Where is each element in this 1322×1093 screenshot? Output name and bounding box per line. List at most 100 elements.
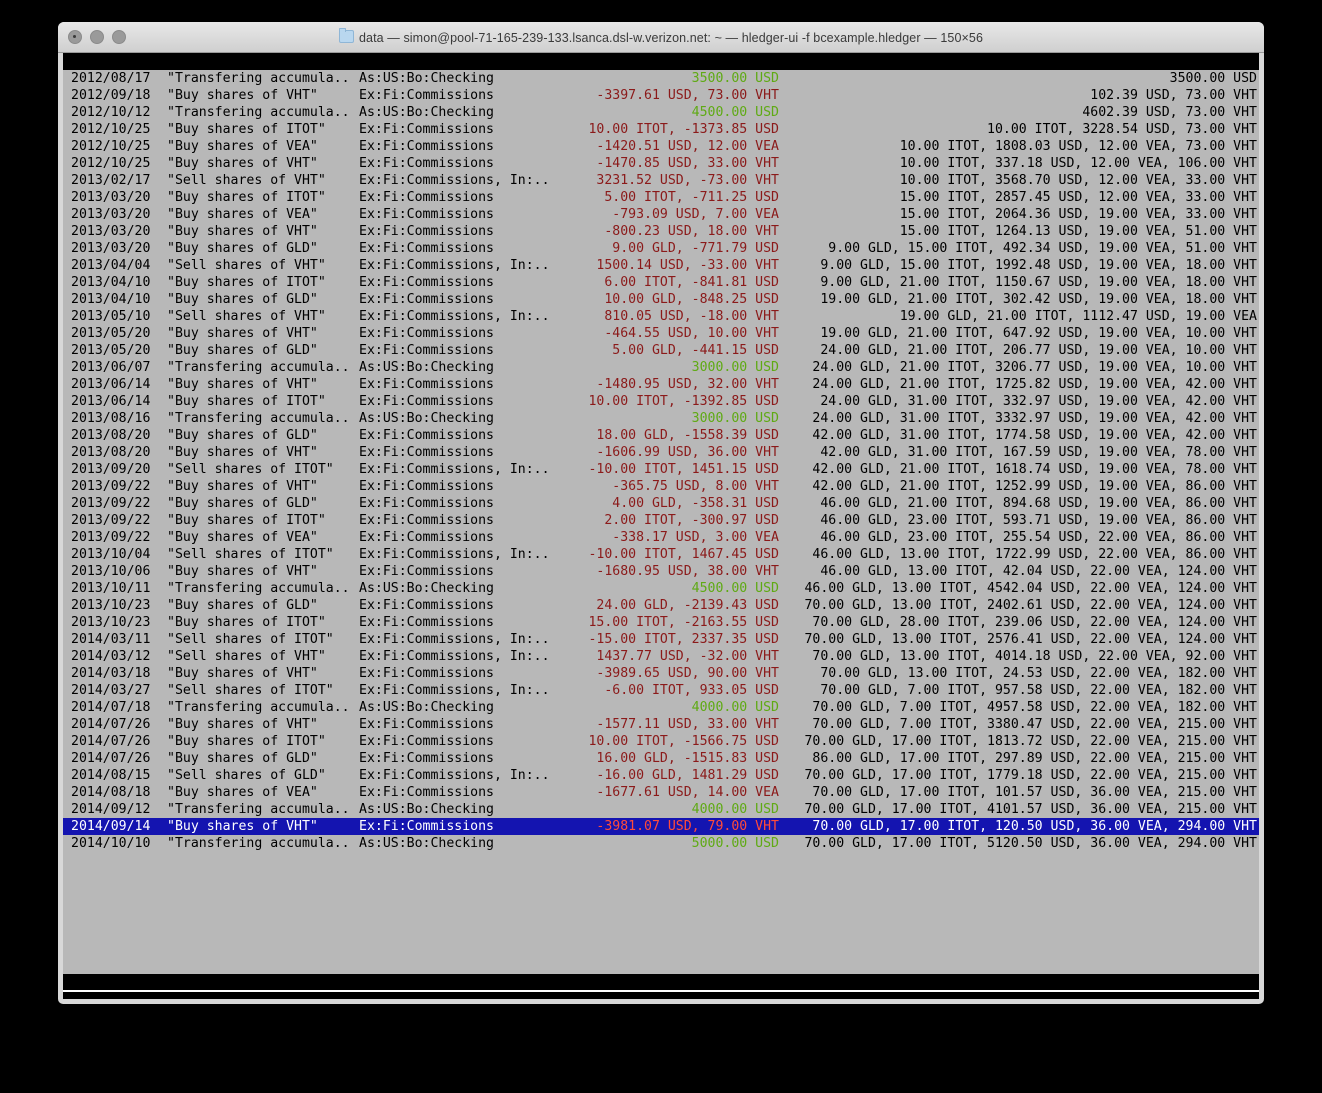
desc: "Buy shares of ITOT"	[167, 275, 326, 290]
window-titlebar[interactable]: data — simon@pool-71-165-239-133.lsanca.…	[58, 22, 1264, 53]
transaction-row[interactable]: 2014/03/18 "Buy shares of VHT" Ex:Fi:Commi…	[63, 665, 1259, 682]
transaction-row[interactable]: 2014/09/12 "Transfering accumula.. As:US:B…	[63, 801, 1259, 818]
date: 2013/10/04	[71, 547, 151, 562]
transaction-row[interactable]: 2013/04/10 "Buy shares of ITOT" Ex:Fi:Comm…	[63, 274, 1259, 291]
bal: 24.00 GLD, 21.00 ITOT, 206.77 USD, 19.00…	[820, 343, 1257, 358]
transaction-row[interactable]: 2013/10/06 "Buy shares of VHT" Ex:Fi:Commi…	[63, 563, 1259, 580]
transaction-row[interactable]: 2013/10/23 "Buy shares of GLD" Ex:Fi:Commi…	[63, 597, 1259, 614]
transaction-row[interactable]: 2013/05/20 "Buy shares of GLD" Ex:Fi:Commi…	[63, 342, 1259, 359]
acct: Ex:Fi:Commissions	[359, 819, 494, 834]
transaction-row[interactable]: 2014/03/27 "Sell shares of ITOT" Ex:Fi:Com…	[63, 682, 1259, 699]
amt: -6.00 ITOT, 933.05 USD	[604, 683, 779, 698]
transaction-row[interactable]: 2013/08/16 "Transfering accumula.. As:US:B…	[63, 410, 1259, 427]
date: 2012/09/18	[71, 88, 151, 103]
transaction-row[interactable]: 2013/02/17 "Sell shares of VHT" Ex:Fi:Comm…	[63, 172, 1259, 189]
transaction-row[interactable]: 2013/09/22 "Buy shares of VEA" Ex:Fi:Commi…	[63, 529, 1259, 546]
desc: "Buy shares of VEA"	[167, 530, 318, 545]
transaction-row[interactable]: 2013/08/20 "Buy shares of VHT" Ex:Fi:Commi…	[63, 444, 1259, 461]
amt: -10.00 ITOT, 1467.45 USD	[588, 547, 779, 562]
transaction-row[interactable]: 2014/03/11 "Sell shares of ITOT" Ex:Fi:Com…	[63, 631, 1259, 648]
amt: 9.00 GLD, -771.79 USD	[612, 241, 779, 256]
zoom-button[interactable]	[112, 30, 126, 44]
acct: As:US:Bo:Checking	[359, 700, 494, 715]
bal: 42.00 GLD, 21.00 ITOT, 1618.74 USD, 19.0…	[812, 462, 1257, 477]
desc: "Buy shares of GLD"	[167, 241, 318, 256]
amt: 5.00 GLD, -441.15 USD	[612, 343, 779, 358]
transaction-row[interactable]: 2013/10/23 "Buy shares of ITOT" Ex:Fi:Comm…	[63, 614, 1259, 631]
transaction-row[interactable]: 2013/05/10 "Sell shares of VHT" Ex:Fi:Comm…	[63, 308, 1259, 325]
bal: 70.00 GLD, 7.00 ITOT, 957.58 USD, 22.00 …	[820, 683, 1257, 698]
bal: 42.00 GLD, 31.00 ITOT, 1774.58 USD, 19.0…	[812, 428, 1257, 443]
desc: "Buy shares of GLD"	[167, 751, 318, 766]
bal: 70.00 GLD, 17.00 ITOT, 5120.50 USD, 36.0…	[804, 836, 1257, 851]
amt: 3000.00 USD	[691, 411, 779, 426]
close-button[interactable]	[68, 30, 82, 44]
bal: 9.00 GLD, 21.00 ITOT, 1150.67 USD, 19.00…	[820, 275, 1257, 290]
transaction-row[interactable]: 2014/08/15 "Sell shares of GLD" Ex:Fi:Comm…	[63, 767, 1259, 784]
transaction-row[interactable]: 2014/07/26 "Buy shares of ITOT" Ex:Fi:Comm…	[63, 733, 1259, 750]
desc: "Sell shares of ITOT"	[167, 547, 334, 562]
acct: Ex:Fi:Commissions	[359, 751, 494, 766]
transaction-row[interactable]: 2012/10/25 "Buy shares of ITOT" Ex:Fi:Comm…	[63, 121, 1259, 138]
amt: 810.05 USD, -18.00 VHT	[604, 309, 779, 324]
bal: 70.00 GLD, 7.00 ITOT, 4957.58 USD, 22.00…	[812, 700, 1257, 715]
amt: -1470.85 USD, 33.00 VHT	[596, 156, 779, 171]
transaction-row[interactable]: 2013/03/20 "Buy shares of VEA" Ex:Fi:Commi…	[63, 206, 1259, 223]
transaction-row[interactable]: 2014/07/26 "Buy shares of GLD" Ex:Fi:Commi…	[63, 750, 1259, 767]
acct: Ex:Fi:Commissions	[359, 394, 494, 409]
hledger-header-bar: ────────────────────────────────────────…	[63, 53, 1259, 70]
transaction-row[interactable]: 2013/10/04 "Sell shares of ITOT" Ex:Fi:Com…	[63, 546, 1259, 563]
date: 2014/07/26	[71, 751, 151, 766]
date: 2013/06/14	[71, 377, 151, 392]
transaction-row[interactable]: 2014/10/10 "Transfering accumula.. As:US:B…	[63, 835, 1259, 852]
acct: Ex:Fi:Commissions, In:..	[359, 462, 550, 477]
date: 2014/03/27	[71, 683, 151, 698]
date: 2012/10/25	[71, 122, 151, 137]
transaction-row[interactable]: 2013/09/22 "Buy shares of GLD" Ex:Fi:Commi…	[63, 495, 1259, 512]
bal: 70.00 GLD, 13.00 ITOT, 24.53 USD, 22.00 …	[820, 666, 1257, 681]
transaction-row[interactable]: 2014/09/14 "Buy shares of VHT" Ex:Fi:Commi…	[63, 818, 1259, 835]
transaction-row[interactable]: 2012/09/18 "Buy shares of VHT" Ex:Fi:Commi…	[63, 87, 1259, 104]
terminal-screen: ────────────────────────────────────────…	[63, 53, 1259, 999]
transaction-row[interactable]: 2013/06/14 "Buy shares of VHT" Ex:Fi:Commi…	[63, 376, 1259, 393]
transaction-row[interactable]: 2013/03/20 "Buy shares of ITOT" Ex:Fi:Comm…	[63, 189, 1259, 206]
transaction-row[interactable]: 2013/10/11 "Transfering accumula.. As:US:B…	[63, 580, 1259, 597]
window-title: data — simon@pool-71-165-239-133.lsanca.…	[58, 27, 1264, 45]
transaction-row[interactable]: 2014/07/26 "Buy shares of VHT" Ex:Fi:Commi…	[63, 716, 1259, 733]
transaction-row[interactable]: 2014/07/18 "Transfering accumula.. As:US:B…	[63, 699, 1259, 716]
desc: "Buy shares of ITOT"	[167, 513, 326, 528]
transaction-row[interactable]: 2013/09/22 "Buy shares of ITOT" Ex:Fi:Comm…	[63, 512, 1259, 529]
transaction-row[interactable]: 2012/08/17 "Transfering accumula.. As:US:B…	[63, 70, 1259, 87]
desc: "Buy shares of VHT"	[167, 445, 318, 460]
acct: Ex:Fi:Commissions	[359, 156, 494, 171]
desc: "Buy shares of ITOT"	[167, 190, 326, 205]
transaction-row[interactable]: 2013/09/20 "Sell shares of ITOT" Ex:Fi:Com…	[63, 461, 1259, 478]
transaction-row[interactable]: 2014/03/12 "Sell shares of VHT" Ex:Fi:Comm…	[63, 648, 1259, 665]
transaction-row[interactable]: 2013/06/07 "Transfering accumula.. As:US:B…	[63, 359, 1259, 376]
acct: Ex:Fi:Commissions	[359, 666, 494, 681]
transaction-row[interactable]: 2013/05/20 "Buy shares of VHT" Ex:Fi:Commi…	[63, 325, 1259, 342]
acct: Ex:Fi:Commissions	[359, 207, 494, 222]
transaction-row[interactable]: 2013/03/20 "Buy shares of GLD" Ex:Fi:Commi…	[63, 240, 1259, 257]
amt: 1437.77 USD, -32.00 VHT	[596, 649, 779, 664]
transactions-list[interactable]: 2012/08/17 "Transfering accumula.. As:US:B…	[63, 70, 1259, 978]
minimize-button[interactable]	[90, 30, 104, 44]
date: 2013/10/06	[71, 564, 151, 579]
acct: Ex:Fi:Commissions, In:..	[359, 649, 550, 664]
transaction-row[interactable]: 2013/06/14 "Buy shares of ITOT" Ex:Fi:Comm…	[63, 393, 1259, 410]
transaction-row[interactable]: 2013/04/04 "Sell shares of VHT" Ex:Fi:Comm…	[63, 257, 1259, 274]
acct: Ex:Fi:Commissions	[359, 343, 494, 358]
transaction-row[interactable]: 2014/08/18 "Buy shares of VEA" Ex:Fi:Commi…	[63, 784, 1259, 801]
transaction-row[interactable]: 2012/10/25 "Buy shares of VEA" Ex:Fi:Commi…	[63, 138, 1259, 155]
acct: Ex:Fi:Commissions	[359, 734, 494, 749]
transaction-row[interactable]: 2012/10/25 "Buy shares of VHT" Ex:Fi:Commi…	[63, 155, 1259, 172]
amt: 10.00 GLD, -848.25 USD	[604, 292, 779, 307]
transaction-row[interactable]: 2013/09/22 "Buy shares of VHT" Ex:Fi:Commi…	[63, 478, 1259, 495]
date: 2013/10/23	[71, 615, 151, 630]
amt: 4500.00 USD	[691, 105, 779, 120]
transaction-row[interactable]: 2013/04/10 "Buy shares of GLD" Ex:Fi:Commi…	[63, 291, 1259, 308]
date: 2014/07/26	[71, 717, 151, 732]
transaction-row[interactable]: 2013/08/20 "Buy shares of GLD" Ex:Fi:Commi…	[63, 427, 1259, 444]
transaction-row[interactable]: 2012/10/12 "Transfering accumula.. As:US:B…	[63, 104, 1259, 121]
transaction-row[interactable]: 2013/03/20 "Buy shares of VHT" Ex:Fi:Commi…	[63, 223, 1259, 240]
